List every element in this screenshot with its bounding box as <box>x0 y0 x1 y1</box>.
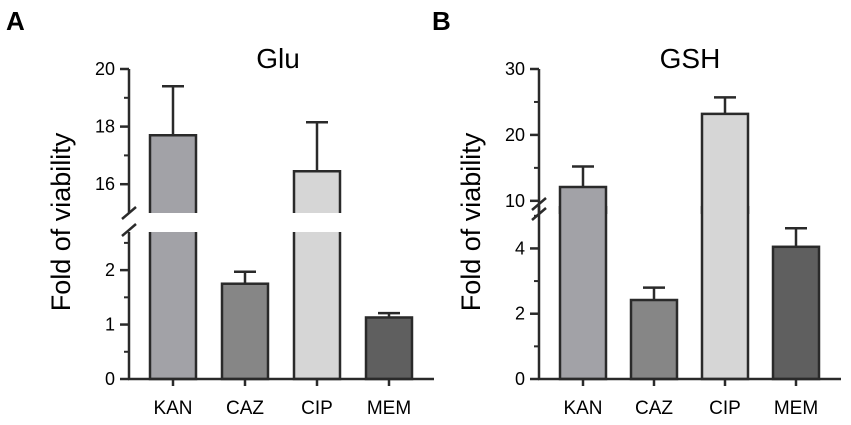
chart-title-gsh: GSH <box>660 43 721 74</box>
bar-kan-upper <box>150 135 196 213</box>
y-tick-label-2: 2 <box>515 304 525 324</box>
panel-letter-a: A <box>6 6 25 36</box>
y-tick-label-18: 18 <box>95 117 115 137</box>
x-tick-label-cip: CIP <box>709 398 741 419</box>
x-tick-label-mem: MEM <box>367 398 411 419</box>
bar-cip-lower <box>702 206 748 379</box>
axis-break-mark-lower <box>121 223 137 237</box>
y-axis-label-a: Fold of viability <box>46 132 76 311</box>
bar-mem <box>771 245 821 381</box>
axis-break-mark-upper <box>121 206 137 220</box>
bar-cip-upper <box>702 113 748 214</box>
x-tick-label-mem: MEM <box>774 398 818 419</box>
bar-cip-upper <box>294 171 340 213</box>
y-tick-label-10: 10 <box>505 191 525 211</box>
y-tick-label-1: 1 <box>105 315 115 335</box>
panel-letter-b: B <box>432 6 451 36</box>
y-tick-label-0: 0 <box>515 369 525 389</box>
axis-break-mark-upper <box>531 207 547 221</box>
y-tick-label-30: 30 <box>505 59 525 79</box>
bar-mem <box>364 316 414 381</box>
bar-kan-lower <box>150 232 196 379</box>
y-tick-label-20: 20 <box>505 125 525 145</box>
chart-title-glu: Glu <box>256 43 300 74</box>
y-tick-label-2: 2 <box>105 260 115 280</box>
bar-caz <box>220 282 270 381</box>
x-tick-label-cip: CIP <box>301 398 333 419</box>
x-tick-label-kan: KAN <box>563 398 602 419</box>
x-tick-label-caz: CAZ <box>635 398 673 419</box>
y-tick-label-0: 0 <box>105 369 115 389</box>
y-axis-label-b: Fold of viability <box>456 132 486 311</box>
bar-kan-lower <box>560 206 606 379</box>
y-tick-label-4: 4 <box>515 238 525 258</box>
bar-cip-lower <box>294 232 340 379</box>
plot-area-glu: KAN CAZ CIP MEM 0 1 2 16 18 20 <box>95 59 434 419</box>
axis-break-mark-lower <box>531 197 547 211</box>
y-tick-label-16: 16 <box>95 174 115 194</box>
x-tick-label-kan: KAN <box>153 398 192 419</box>
x-tick-label-caz: CAZ <box>226 398 264 419</box>
bar-kan-upper <box>560 186 606 214</box>
y-tick-label-20: 20 <box>95 59 115 79</box>
bar-caz <box>629 298 679 381</box>
plot-area-gsh: KAN CAZ CIP MEM 0 2 4 10 20 30 <box>505 59 841 419</box>
